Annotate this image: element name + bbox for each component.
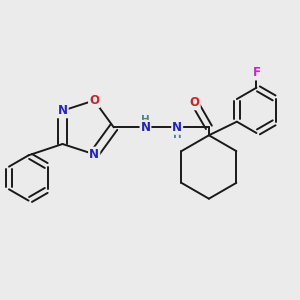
Text: F: F (253, 67, 260, 80)
Text: H: H (173, 130, 182, 140)
Text: N: N (89, 148, 99, 161)
Text: N: N (140, 121, 151, 134)
Text: O: O (190, 96, 200, 109)
Text: O: O (89, 94, 99, 107)
Text: N: N (58, 104, 68, 117)
Text: H: H (141, 115, 150, 125)
Text: N: N (89, 148, 99, 161)
Text: N: N (58, 104, 68, 117)
Text: O: O (89, 94, 99, 107)
Text: N: N (172, 121, 182, 134)
